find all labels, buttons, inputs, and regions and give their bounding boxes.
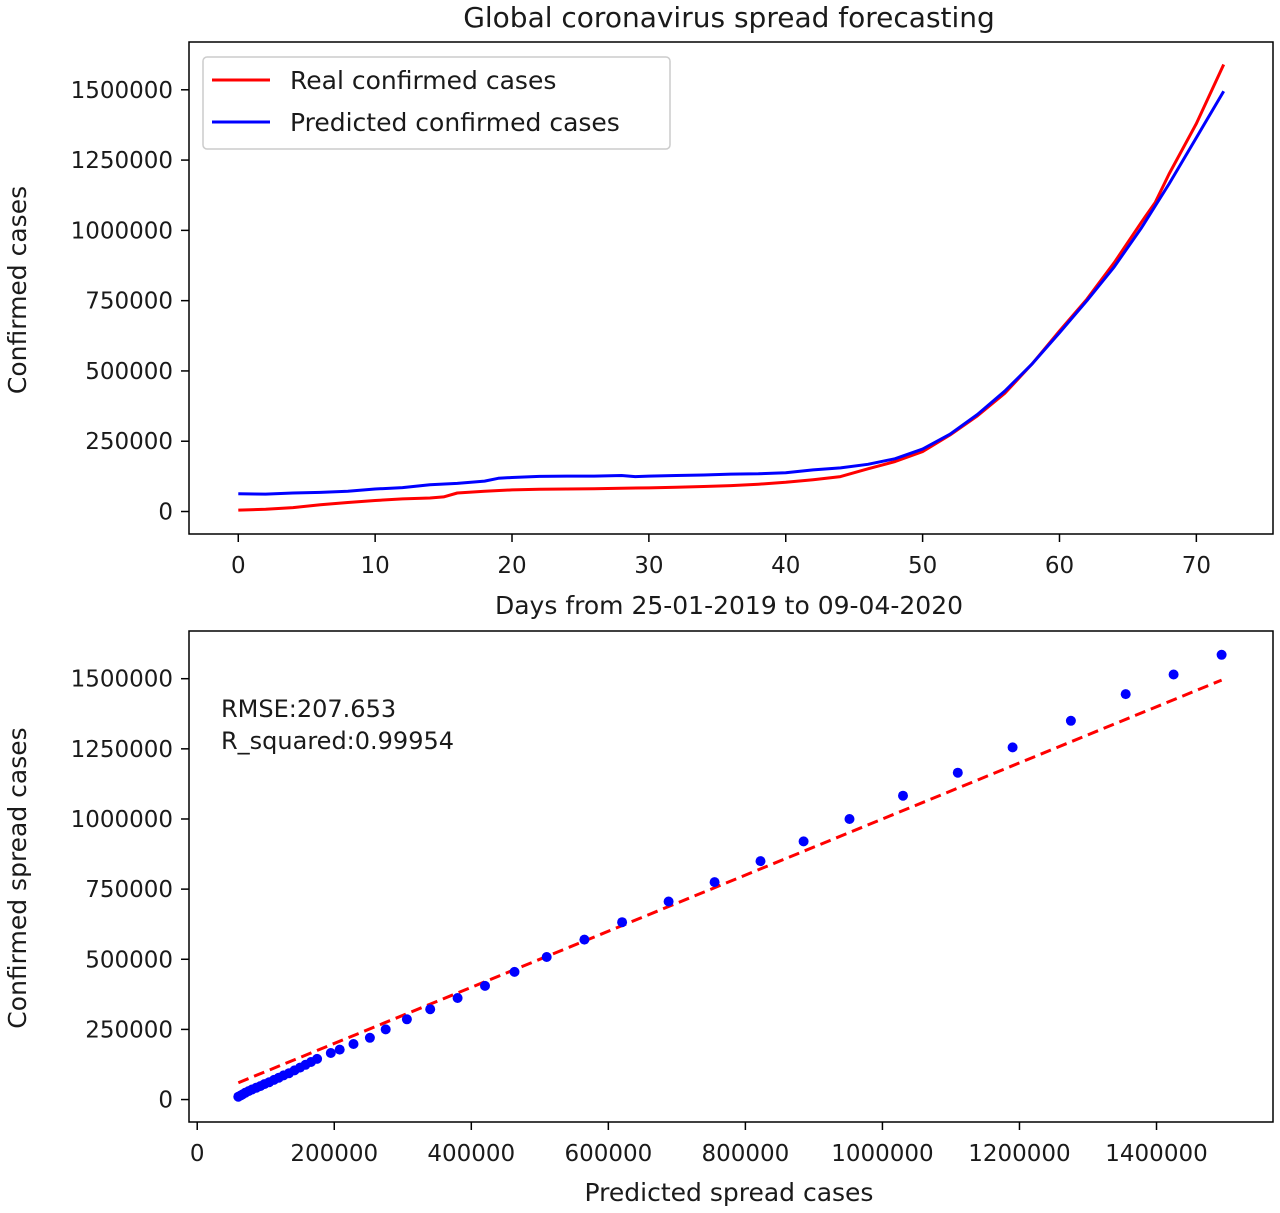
scatter-point	[1216, 649, 1227, 660]
scatter-point	[364, 1032, 375, 1043]
x-axis-label: Days from 25-01-2019 to 09-04-2020	[495, 591, 963, 620]
plot-area	[188, 630, 1274, 1123]
x-tick-label: 60	[1045, 553, 1074, 579]
x-axis-ticks: 0 10 20 30 40 50 60 70	[231, 534, 1211, 579]
scatter-point	[844, 814, 855, 824]
scatter-point	[312, 1053, 323, 1064]
y-tick-label: 0	[158, 500, 173, 526]
scatter-point	[663, 896, 674, 907]
y-tick-label: 0	[158, 1088, 173, 1114]
x-tick-label: 1000000	[831, 1141, 933, 1167]
scatter-point	[401, 1014, 412, 1025]
x-tick-label: 0	[231, 553, 246, 579]
x-tick-label: 1400000	[1105, 1141, 1207, 1167]
x-tick-label: 1200000	[968, 1141, 1070, 1167]
x-tick-label: 40	[771, 553, 800, 579]
scatter-point	[380, 1024, 391, 1035]
predicted-cases-line	[238, 90, 1225, 496]
r-squared-annotation: R_squared:0.99954	[221, 727, 454, 755]
scatter-point	[425, 1004, 436, 1015]
y-axis-label: Confirmed cases	[3, 186, 32, 394]
scatter-point	[952, 767, 963, 778]
rmse-annotation: RMSE:207.653	[221, 695, 396, 723]
series-lines	[238, 63, 1226, 512]
y-tick-label: 1500000	[71, 78, 173, 104]
y-axis-label: Confirmed spread cases	[3, 727, 32, 1028]
y-tick-label: 750000	[85, 877, 173, 903]
scatter-point	[755, 856, 766, 867]
scatter-point	[1065, 715, 1076, 726]
y-tick-label: 500000	[85, 947, 173, 973]
line-chart: Global coronavirus spread forecasting 0 2…	[3, 1, 1274, 620]
y-tick-label: 250000	[85, 1017, 173, 1043]
y-tick-label: 1000000	[71, 807, 173, 833]
reference-line	[237, 678, 1223, 1085]
legend-label-real: Real confirmed cases	[290, 66, 556, 95]
y-tick-label: 1250000	[71, 737, 173, 763]
scatter-point	[1007, 742, 1018, 753]
y-tick-label: 1000000	[71, 218, 173, 244]
chart-title: Global coronavirus spread forecasting	[463, 1, 995, 34]
x-tick-label: 70	[1182, 553, 1211, 579]
scatter-point	[898, 790, 908, 801]
y-tick-label: 500000	[85, 359, 173, 385]
scatter-point	[452, 993, 463, 1003]
scatter-point	[579, 934, 590, 945]
scatter-chart: 0 250000 500000 750000 1000000 1250000 1500000…	[3, 630, 1274, 1207]
x-tick-label: 800000	[701, 1141, 789, 1167]
legend-label-predicted: Predicted confirmed cases	[290, 108, 620, 137]
legend: Real confirmed cases Predicted confirmed…	[202, 56, 671, 150]
scatter-point	[348, 1039, 359, 1049]
scatter-point	[334, 1044, 345, 1055]
x-tick-label: 400000	[427, 1141, 515, 1167]
y-axis-ticks: 0 250000 500000 750000 1000000 1250000 1500000	[71, 78, 189, 526]
scatter-point	[480, 980, 490, 991]
scatter-point	[798, 836, 809, 847]
scatter-point	[617, 917, 628, 928]
x-tick-label: 10	[361, 553, 390, 579]
x-tick-label: 30	[634, 553, 663, 579]
y-tick-label: 1500000	[71, 667, 173, 693]
y-tick-label: 250000	[85, 429, 173, 455]
x-tick-label: 50	[908, 553, 937, 579]
scatter-point	[541, 952, 552, 962]
x-axis-label: Predicted spread cases	[585, 1178, 874, 1207]
y-tick-label: 1250000	[71, 148, 173, 174]
scatter-point	[1120, 689, 1131, 700]
x-tick-label: 20	[497, 553, 526, 579]
y-axis-ticks: 0 250000 500000 750000 1000000 1250000 1500000	[71, 667, 189, 1114]
x-axis-ticks: 0 200000 400000 600000 800000 1000000 1200000 1…	[190, 1122, 1208, 1167]
scatter-point	[1168, 669, 1179, 680]
x-tick-label: 0	[190, 1141, 205, 1167]
y-tick-label: 750000	[85, 289, 173, 315]
scatter-points	[233, 649, 1227, 1102]
identity-dashed-line	[237, 678, 1223, 1085]
legend-box	[202, 56, 671, 150]
x-tick-label: 600000	[564, 1141, 652, 1167]
scatter-point	[325, 1048, 336, 1058]
scatter-point	[709, 877, 720, 888]
plot-area	[188, 41, 1274, 535]
x-tick-label: 200000	[290, 1141, 378, 1167]
scatter-point	[509, 966, 520, 977]
